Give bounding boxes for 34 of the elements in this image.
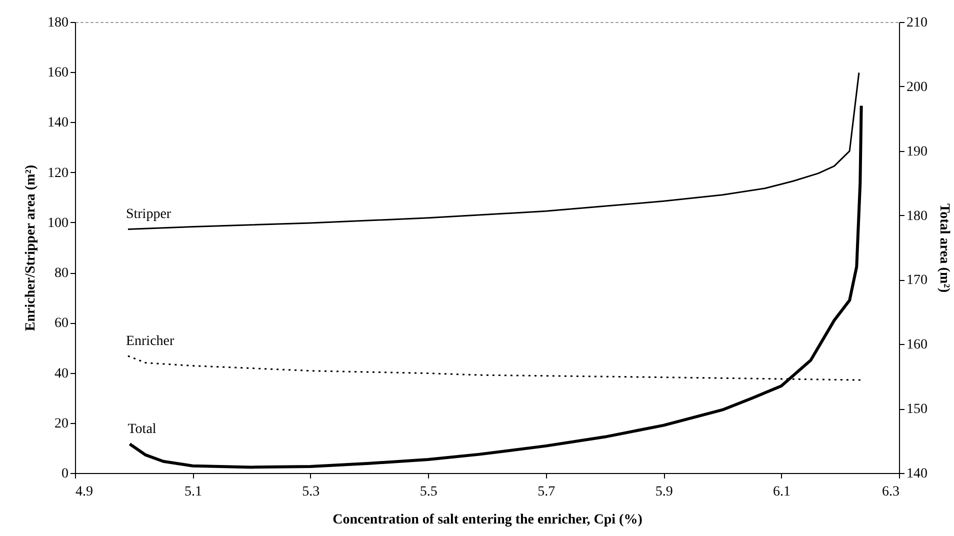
x-axis-title: Concentration of salt entering the enricher, Cpi (%) [332,512,643,528]
y-axis-title: Enricher/Stripper area (m²) [24,164,38,332]
y2-tick-label: 190 [906,144,928,160]
x-tick-label: 6.1 [773,484,791,500]
x-tick-label: 5.1 [184,484,202,500]
y2-axis-title: Total area (m²) [936,204,952,293]
x-tick-label: 5.5 [420,484,438,500]
y2-tick-label: 150 [906,402,928,418]
y-tick-label: 60 [54,316,68,332]
y2-tick-label: 140 [906,466,928,482]
y2-tick-label: 200 [906,80,928,95]
x-tick-label: 5.9 [655,484,673,500]
y-tick-label: 100 [48,216,68,231]
y-tick-label: 120 [48,166,68,181]
x-tick-label: 5.3 [302,484,320,500]
y-tick-label: 0 [62,466,68,482]
y-tick-label: 80 [54,266,68,282]
y-tick-label: 140 [48,116,68,131]
y2-tick-label: 160 [906,338,928,353]
series-label: Enricher [126,334,175,349]
x-tick-label: 6.3 [882,484,900,500]
x-tick-label: 5.7 [538,484,556,500]
line-series [128,104,863,469]
series-label: Total [128,422,156,438]
y2-tick-label: 170 [906,273,928,288]
x-tick-label: 4.9 [76,484,93,500]
y-tick-label: 160 [48,66,68,81]
series-label: Stripper [126,207,172,222]
y-tick-label: 180 [48,16,68,30]
y-tick-label: 40 [54,366,68,382]
y-tick-label: 20 [54,416,68,432]
y2-tick-label: 180 [906,208,928,224]
line-series [127,72,860,230]
y2-tick-label: 210 [906,16,928,30]
